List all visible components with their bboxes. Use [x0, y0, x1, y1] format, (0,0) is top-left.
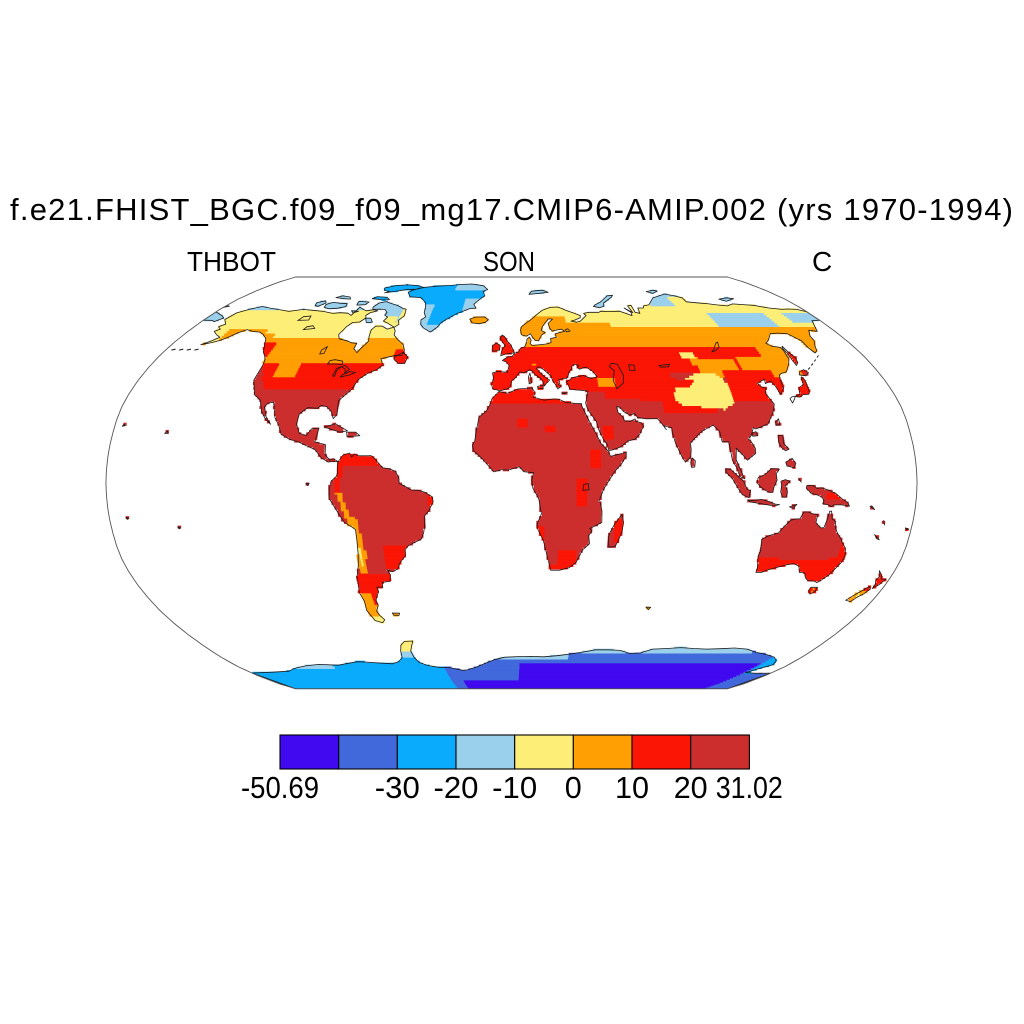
svg-text:10: 10: [615, 770, 649, 805]
svg-text:SON: SON: [483, 246, 535, 277]
svg-text:-50.69: -50.69: [241, 770, 319, 805]
svg-text:0: 0: [565, 770, 582, 805]
svg-text:-30: -30: [375, 770, 420, 805]
svg-text:31.02: 31.02: [716, 770, 783, 805]
svg-text:20: 20: [674, 770, 708, 805]
svg-text:C: C: [812, 246, 832, 277]
svg-text:-20: -20: [434, 770, 479, 805]
svg-text:-10: -10: [492, 770, 537, 805]
svg-text:THBOT: THBOT: [187, 246, 276, 277]
